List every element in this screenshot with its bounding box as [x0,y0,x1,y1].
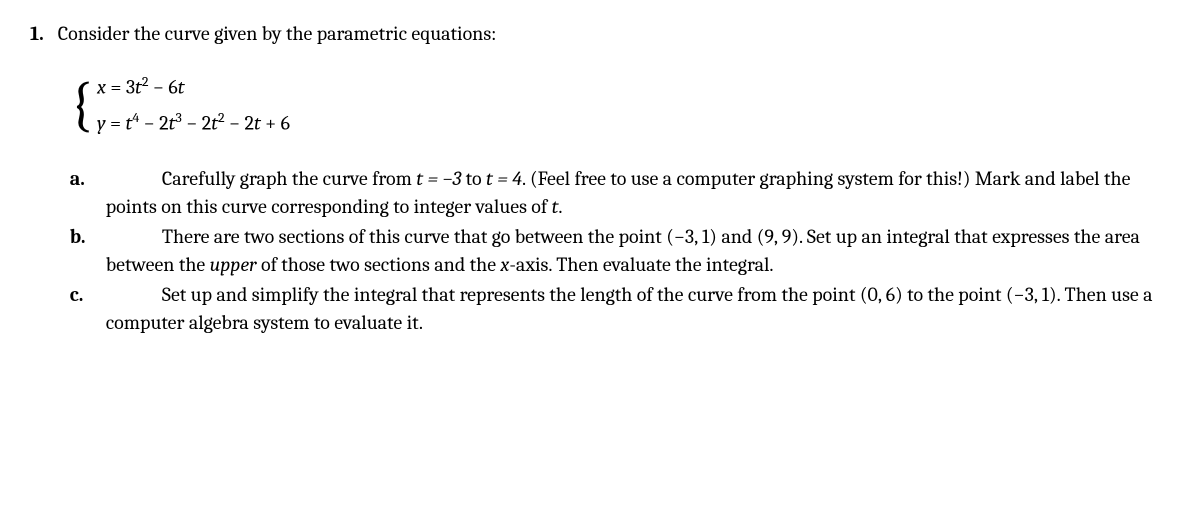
subpart-a-text: [-- --] Carefully graph the curve from t… [106,165,1170,221]
subpart-b-label: b. [70,223,92,279]
subpart-c-label: c. [70,281,92,337]
subpart-c: c. [-- --] Set up and simplify the integ… [70,281,1170,337]
equation-lines: x = 3t2 − 6t y = t4 − 2t3 − 2t2 − 2t + 6 [97,72,290,137]
problem-container: 1. Consider the curve given by the param… [30,20,1170,339]
left-brace: { [70,81,93,129]
equation-y: y = t4 − 2t3 − 2t2 − 2t + 6 [97,108,290,138]
problem-intro: Consider the curve given by the parametr… [58,20,1170,48]
problem-number: 1. [30,20,44,339]
subpart-b-text: [- ---] There are two sections of this c… [106,223,1170,279]
subpart-a: a. [-- --] Carefully graph the curve fro… [70,165,1170,221]
equation-x: x = 3t2 − 6t [97,72,290,102]
parametric-equations: { x = 3t2 − 6t y = t4 − 2t3 − 2t2 − 2t +… [70,72,1170,137]
subpart-c-text: [-- --] Set up and simplify the integral… [106,281,1170,337]
subpart-b: b. [- ---] There are two sections of thi… [70,223,1170,279]
subpart-a-label: a. [70,165,92,221]
sub-parts-list: a. [-- --] Carefully graph the curve fro… [70,165,1170,337]
problem-content: Consider the curve given by the parametr… [58,20,1170,339]
